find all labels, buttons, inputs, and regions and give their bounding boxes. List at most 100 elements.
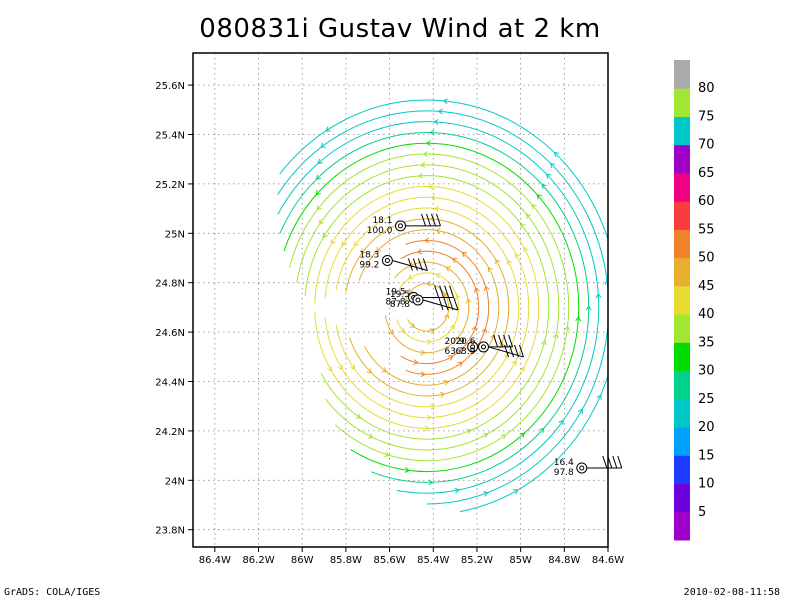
wind-barb-feather bbox=[438, 297, 444, 311]
obs-label-2: 99.2 bbox=[359, 260, 379, 270]
streamline-arrow bbox=[552, 333, 559, 339]
station-circle bbox=[395, 220, 406, 232]
streamline-arrow bbox=[443, 313, 450, 319]
streamline bbox=[289, 153, 570, 462]
wind-barb-feather bbox=[519, 344, 524, 358]
colorbar-label: 30 bbox=[698, 364, 715, 379]
x-tick-label: 85.4W bbox=[417, 555, 449, 566]
wind-barb-feather bbox=[503, 334, 509, 348]
streamline-arrow bbox=[449, 324, 455, 330]
obs-label-2: 63.9 bbox=[455, 347, 475, 357]
streamline-arrow bbox=[613, 265, 618, 269]
streamline bbox=[277, 121, 600, 494]
streamline-arrow bbox=[495, 259, 501, 265]
x-tick-label: 86.4W bbox=[199, 555, 231, 566]
colorbar-label: 35 bbox=[698, 335, 715, 350]
streamline bbox=[345, 218, 510, 397]
wind-barb-feather bbox=[434, 285, 440, 298]
obs-label-1: 20.6 bbox=[455, 337, 475, 347]
streamline-arrow bbox=[482, 491, 489, 497]
observation: 16.497.8 bbox=[554, 455, 623, 478]
colorbar-swatch bbox=[674, 342, 690, 372]
station-circle bbox=[576, 462, 588, 474]
streamline-arrow bbox=[481, 327, 488, 334]
streamline-arrow bbox=[595, 292, 602, 299]
wind-barb-feather bbox=[617, 455, 623, 469]
streamline-arrow bbox=[428, 479, 434, 486]
x-tick-label: 84.6W bbox=[592, 555, 624, 566]
observations-layer: 18.1100.018.399.219.587.819.587.820.963.… bbox=[359, 213, 623, 478]
streamline-arrow bbox=[536, 194, 542, 200]
streamline-arrow bbox=[425, 280, 431, 287]
x-tick-label: 84.8W bbox=[548, 555, 580, 566]
wind-barb-feather bbox=[449, 285, 455, 298]
streamline-group bbox=[277, 98, 618, 513]
streamline-arrow bbox=[435, 227, 441, 234]
streamline-arrow bbox=[541, 183, 547, 190]
colorbar-label: 45 bbox=[698, 279, 715, 294]
wind-barb-feather bbox=[508, 334, 514, 348]
streamline-arrow bbox=[558, 419, 564, 426]
streamline-arrow bbox=[319, 219, 325, 225]
obs-label-1: 18.1 bbox=[372, 216, 392, 226]
colorbar-label: 10 bbox=[698, 477, 715, 492]
streamline-arrow bbox=[349, 364, 356, 370]
y-tick-label: 25.6N bbox=[155, 81, 185, 92]
streamline-arrow bbox=[575, 316, 582, 322]
streamline-arrow bbox=[416, 248, 423, 255]
streamline-arrow bbox=[404, 467, 411, 473]
y-tick-label: 23.8N bbox=[155, 526, 185, 537]
streamline-arrow bbox=[337, 364, 343, 371]
streamline-arrow bbox=[317, 158, 323, 164]
streamline-arrow bbox=[315, 190, 321, 196]
colorbar-swatch bbox=[674, 455, 690, 485]
streamline-arrow bbox=[366, 368, 373, 374]
station-dot bbox=[384, 257, 390, 263]
obs-label-2: 63.7 bbox=[445, 347, 465, 357]
streamline-arrow bbox=[487, 266, 493, 273]
streamline-arrow bbox=[585, 305, 592, 311]
x-tick-label: 85.6W bbox=[374, 555, 406, 566]
streamline-arrow bbox=[426, 339, 432, 346]
streamline-arrow bbox=[515, 252, 521, 259]
streamline-arrow bbox=[355, 413, 362, 419]
x-tick-label: 85W bbox=[509, 555, 532, 566]
streamline-arrow bbox=[322, 232, 328, 239]
streamline-arrow bbox=[483, 285, 490, 292]
streamline-arrow bbox=[531, 203, 537, 210]
streamline-arrow bbox=[330, 239, 336, 245]
streamlines-layer bbox=[277, 98, 618, 513]
streamline-arrow bbox=[424, 425, 430, 432]
wind-barb-feather bbox=[422, 258, 428, 271]
streamline-arrow bbox=[430, 194, 436, 201]
obs-label-2: 100.0 bbox=[367, 226, 393, 236]
streamline-arrow bbox=[541, 339, 547, 346]
streamline-arrow bbox=[433, 119, 439, 125]
observation: 20.663.9 bbox=[455, 337, 524, 358]
wind-barb-feather bbox=[412, 258, 418, 271]
grid-lines bbox=[193, 53, 608, 547]
colorbar-label: 50 bbox=[698, 251, 715, 266]
colorbar-swatch bbox=[674, 370, 690, 400]
colorbar-swatch bbox=[674, 314, 690, 343]
obs-label-2: 87.8 bbox=[386, 298, 406, 308]
station-circle bbox=[381, 254, 393, 266]
obs-label-1: 16.4 bbox=[554, 458, 574, 468]
streamline-arrow bbox=[367, 433, 374, 439]
wind-barb-feather bbox=[436, 213, 441, 227]
y-tick-label: 24.6N bbox=[155, 328, 185, 339]
streamline-arrow bbox=[426, 414, 433, 421]
streamline-arrow bbox=[596, 394, 602, 400]
streamline bbox=[404, 283, 450, 332]
streamline-arrow bbox=[519, 432, 526, 438]
streamline-arrow bbox=[471, 325, 478, 332]
colorbar-swatch bbox=[674, 285, 690, 315]
streamline-arrow bbox=[445, 266, 451, 272]
colorbar-swatch bbox=[674, 229, 690, 259]
streamline-arrow bbox=[451, 258, 458, 264]
colorbar-label: 80 bbox=[698, 81, 715, 96]
axis-ticks: 86.4W 86.2W 86W 85.8W 85.6W 85.4W 85.2W 85W 84.8… bbox=[155, 81, 624, 566]
y-tick-label: 24N bbox=[165, 476, 185, 487]
obs-label-2: 97.8 bbox=[554, 468, 574, 478]
observation: 18.399.2 bbox=[359, 250, 428, 271]
